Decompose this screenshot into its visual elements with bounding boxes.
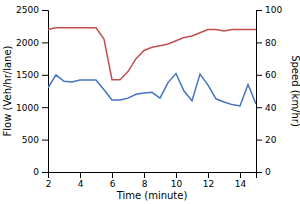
tick-label: 40 (265, 103, 277, 113)
tick-label: 10 (171, 179, 183, 189)
tick-mark (42, 42, 48, 43)
tick-mark (176, 172, 177, 178)
tick-label: 0 (265, 167, 271, 177)
y2-axis-title: Speed (km/hr) (290, 55, 300, 127)
x-axis-title: Time (minute) (116, 190, 188, 201)
tick-mark (42, 75, 48, 76)
tick: 4 (78, 172, 84, 189)
tick: 14 (235, 172, 247, 189)
tick: 40 (256, 103, 277, 113)
chart: 2 4 6 8 10 12 14 0 500 1000 1500 2000 2500 0 20 40 60 80 1… (0, 0, 300, 204)
y-axis-title: Flow (Veh/hr/lane) (2, 45, 13, 136)
tick: 2000 (16, 38, 48, 48)
tick-mark (208, 172, 209, 178)
tick-mark (42, 10, 48, 11)
tick-mark (42, 140, 48, 141)
tick-label: 2 (46, 179, 52, 189)
tick-mark (256, 75, 262, 76)
tick-label: 20 (265, 135, 277, 145)
tick: 2 (46, 172, 52, 189)
tick-label: 500 (22, 135, 39, 145)
tick-mark (42, 172, 48, 173)
y-axis-line (42, 11, 49, 173)
tick-label: 60 (265, 70, 277, 80)
tick: 60 (256, 70, 277, 80)
tick-label: 0 (33, 167, 39, 177)
tick-label: 4 (78, 179, 84, 189)
tick: 0 (33, 167, 48, 177)
x-axis: 2 4 6 8 10 12 14 (46, 172, 257, 189)
tick-label: 1500 (16, 70, 39, 80)
tick-mark (240, 172, 241, 178)
tick-label: 1000 (16, 103, 39, 113)
y2-axis: 0 20 40 60 80 100 (256, 5, 282, 177)
tick-label: 2000 (16, 38, 39, 48)
tick-mark (80, 172, 81, 178)
tick-mark (256, 42, 262, 43)
tick: 0 (256, 167, 271, 177)
tick-mark (256, 10, 262, 11)
tick-mark (42, 107, 48, 108)
y-axis: 0 500 1000 1500 2000 2500 (16, 5, 48, 177)
tick-mark (256, 172, 262, 173)
tick-label: 80 (265, 38, 277, 48)
tick-mark (256, 140, 262, 141)
tick: 12 (203, 172, 214, 189)
tick-mark (256, 107, 262, 108)
tick: 8 (142, 172, 148, 189)
plot-area (48, 28, 256, 106)
tick: 100 (256, 5, 282, 15)
tick-mark (112, 172, 113, 178)
series-line (48, 74, 256, 106)
tick-label: 6 (110, 179, 116, 189)
tick-mark (144, 172, 145, 178)
tick: 80 (256, 38, 277, 48)
tick: 500 (22, 135, 48, 145)
x-axis-line (49, 173, 257, 179)
tick: 20 (256, 135, 277, 145)
tick-label: 12 (203, 179, 214, 189)
tick-label: 2500 (16, 5, 39, 15)
tick: 1500 (16, 70, 48, 80)
y2-axis-line (257, 11, 263, 173)
tick: 10 (171, 172, 183, 189)
tick: 6 (110, 172, 116, 189)
tick-label: 14 (235, 179, 247, 189)
tick-label: 8 (142, 179, 148, 189)
series-line (48, 28, 256, 80)
tick: 2500 (16, 5, 48, 15)
tick-label: 100 (265, 5, 282, 15)
tick: 1000 (16, 103, 48, 113)
